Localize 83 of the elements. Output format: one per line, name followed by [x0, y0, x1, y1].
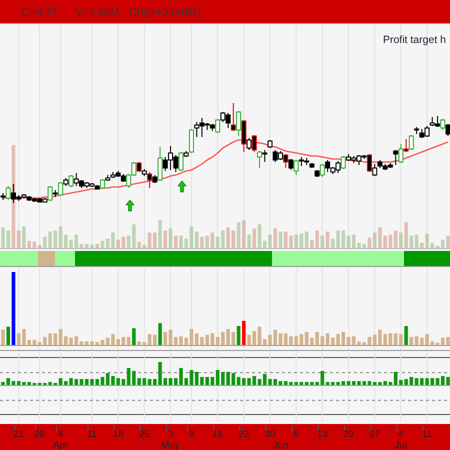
candlestick	[236, 110, 242, 136]
bar	[252, 228, 256, 248]
x-tick-label: 4	[398, 429, 404, 440]
x-tick-label: 28	[34, 429, 45, 440]
x-tick-label: 23	[238, 429, 250, 440]
bar	[326, 232, 330, 248]
bar	[368, 238, 372, 248]
x-tick-label: 25	[139, 429, 150, 440]
text: Profit target h	[382, 34, 446, 46]
bar	[410, 236, 414, 248]
text: Chg=+0 (+0%)	[129, 7, 201, 19]
bar	[38, 244, 42, 248]
candlestick	[320, 164, 325, 178]
bar	[315, 230, 319, 248]
x-tick-label: 18	[112, 429, 124, 440]
bar	[142, 244, 146, 248]
bar	[242, 320, 246, 345]
bar	[399, 232, 403, 248]
bar	[158, 323, 162, 345]
bar	[158, 220, 162, 248]
bar	[200, 236, 204, 248]
candlestick	[393, 150, 398, 166]
x-tick-label: 16	[212, 429, 223, 440]
x-tick-label: 13	[317, 429, 328, 440]
bar	[126, 336, 130, 345]
candlestick	[446, 124, 450, 136]
bar	[236, 326, 240, 345]
bar	[132, 328, 136, 345]
bar	[278, 232, 282, 248]
bar	[174, 236, 178, 248]
x-tick-label: 3	[168, 429, 174, 440]
bar	[242, 220, 246, 248]
x-tick-label: 27	[369, 429, 380, 440]
x-tick-label: 9	[188, 429, 194, 440]
x-tick-label: 30	[264, 429, 276, 440]
candlestick	[230, 102, 236, 132]
bar	[410, 336, 414, 345]
bar	[440, 240, 445, 248]
bar	[247, 234, 251, 248]
bar	[6, 326, 10, 345]
bar	[1, 330, 5, 345]
bar	[372, 232, 377, 248]
bar	[446, 236, 450, 248]
text: Jul	[394, 440, 407, 450]
bar	[404, 222, 408, 248]
bar	[394, 230, 398, 248]
bar	[404, 326, 408, 345]
x-tick-label: 11	[87, 429, 97, 440]
bar	[80, 244, 84, 248]
text: May	[162, 440, 180, 450]
x-tick-label: 6	[294, 429, 299, 440]
bar	[236, 222, 240, 248]
bar	[12, 272, 16, 345]
bar	[273, 228, 278, 248]
text: C=4.77	[22, 7, 58, 19]
bar	[210, 232, 214, 248]
bar	[95, 244, 100, 248]
bar	[137, 242, 141, 248]
bar	[168, 228, 172, 248]
bar	[310, 240, 314, 248]
x-tick-label: 20	[343, 429, 354, 440]
candlestick	[404, 138, 409, 152]
candlestick	[408, 134, 414, 150]
bar	[414, 234, 418, 248]
bar	[163, 230, 168, 248]
candlestick	[188, 128, 194, 154]
x-tick-label: 11	[422, 429, 432, 440]
bar	[331, 238, 335, 248]
bar	[304, 232, 308, 248]
bar	[205, 236, 209, 248]
candlestick	[158, 146, 163, 182]
x-tick-label: 4	[58, 429, 64, 440]
text: Apr	[53, 440, 68, 450]
candlestick	[440, 118, 446, 130]
bar	[22, 226, 26, 248]
bar	[420, 242, 424, 248]
candlestick	[398, 144, 404, 164]
bar	[43, 236, 47, 248]
text: V=1.96M	[75, 7, 120, 19]
text: Jun	[272, 440, 288, 450]
bar	[320, 236, 324, 248]
x-tick-label: 21	[13, 429, 24, 440]
bar	[378, 227, 382, 248]
